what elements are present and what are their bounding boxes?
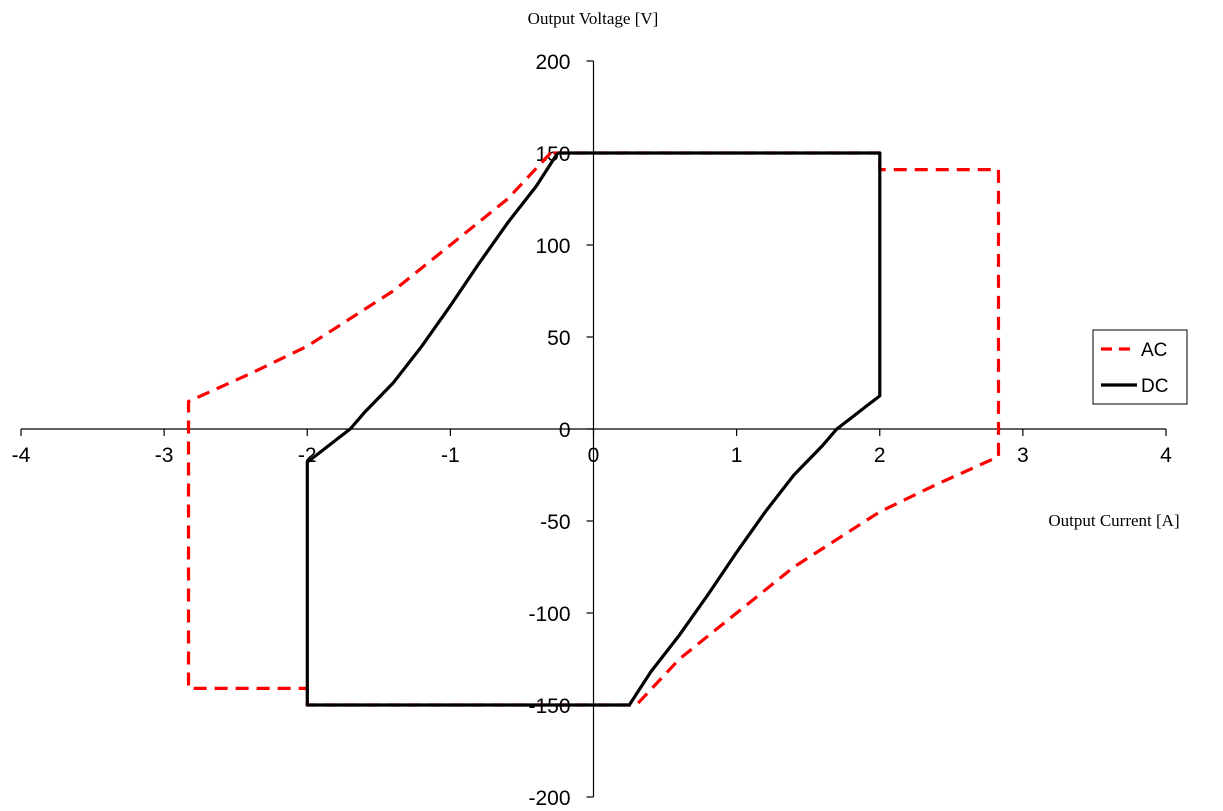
y-tick-label: -200 xyxy=(528,787,570,810)
x-tick-label: -3 xyxy=(155,444,174,467)
legend-label-ac: AC xyxy=(1141,340,1167,361)
x-tick-label: 4 xyxy=(1160,444,1172,467)
x-axis-title: Output Current [A] xyxy=(1048,511,1179,530)
x-tick-label: 2 xyxy=(874,444,886,467)
series xyxy=(186,151,1001,707)
legend-box xyxy=(1092,329,1188,405)
y-axis-title: Output Voltage [V] xyxy=(528,9,659,28)
y-tick-label: 50 xyxy=(547,327,570,350)
x-tick-label: 0 xyxy=(588,444,600,467)
series-ac-line xyxy=(186,151,1001,707)
x-tick-label: -4 xyxy=(12,444,31,467)
x-tick-label: 3 xyxy=(1017,444,1029,467)
y-tick-label: 100 xyxy=(535,235,570,258)
legend: AC DC xyxy=(1092,329,1188,405)
x-tick-label: -1 xyxy=(441,444,460,467)
x-tick-label: 1 xyxy=(731,444,743,467)
y-tick-label: -50 xyxy=(540,511,570,534)
legend-label-dc: DC xyxy=(1141,376,1168,397)
x-tick-label: -2 xyxy=(298,444,317,467)
y-tick-label: 200 xyxy=(535,51,570,74)
y-tick-label: 0 xyxy=(559,419,571,442)
series-dc-line xyxy=(305,151,882,707)
y-tick-label: -100 xyxy=(528,603,570,626)
